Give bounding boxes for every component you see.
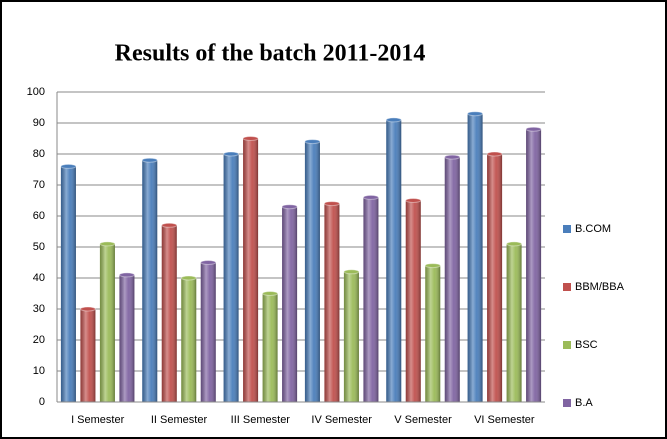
- bar-cap: [405, 198, 422, 203]
- bar-shine: [467, 113, 483, 402]
- y-tick-label: 20: [33, 334, 45, 346]
- bar-shine: [181, 278, 197, 402]
- bar-cap: [525, 126, 542, 132]
- bar-shine: [142, 160, 158, 402]
- y-tick-label: 70: [33, 179, 45, 191]
- bar-shine: [223, 154, 239, 402]
- y-tick-label: 100: [27, 86, 45, 98]
- x-tick-label: IV Semester: [311, 414, 372, 426]
- legend-swatch: [563, 341, 571, 349]
- bar-shine: [282, 206, 298, 402]
- bar-shine: [425, 265, 441, 402]
- bar-cap: [141, 157, 158, 163]
- legend-label: BBM/BBA: [575, 281, 625, 293]
- y-tick-label: 10: [33, 365, 45, 377]
- legend-label: BSC: [575, 339, 598, 351]
- bar-cap: [99, 241, 116, 247]
- bar-shine: [99, 243, 115, 402]
- bar-cap: [242, 136, 259, 141]
- bar-shine: [487, 154, 503, 402]
- bar-shine: [161, 225, 177, 402]
- bar-cap: [323, 201, 340, 207]
- bar-cap: [60, 163, 77, 169]
- legend-swatch: [563, 283, 571, 291]
- bar-shine: [80, 309, 96, 402]
- x-tick-label: VI Semester: [474, 414, 535, 426]
- bar-shine: [363, 197, 379, 402]
- bar-shine: [324, 203, 340, 402]
- bar-cap: [161, 222, 178, 228]
- bar-shine: [262, 293, 278, 402]
- x-tick-label: II Semester: [151, 414, 208, 426]
- bar-shine: [386, 119, 402, 403]
- bar-shine: [343, 271, 359, 402]
- bar-cap: [180, 275, 197, 281]
- bar-cap: [362, 194, 379, 200]
- y-tick-label: 50: [33, 241, 45, 253]
- legend-swatch: [563, 399, 571, 407]
- bar-shine: [405, 200, 421, 402]
- bar-shine: [200, 262, 216, 402]
- bar-cap: [343, 269, 360, 275]
- bar-shine: [304, 141, 320, 402]
- bar-shine: [243, 138, 259, 402]
- bar-shine: [526, 129, 542, 402]
- bar-cap: [281, 204, 298, 210]
- bar-cap: [262, 291, 279, 296]
- bar-cap: [486, 151, 503, 157]
- x-tick-label: V Semester: [394, 414, 452, 426]
- legend-swatch: [563, 225, 571, 233]
- y-tick-label: 60: [33, 210, 45, 222]
- chart-title: Results of the batch 2011-2014: [115, 41, 426, 67]
- bar-shine: [506, 243, 522, 402]
- bar-cap: [424, 263, 441, 269]
- legend-label: B.A: [575, 397, 593, 409]
- y-tick-label: 40: [33, 272, 45, 284]
- bar-cap: [223, 151, 240, 157]
- x-tick-label: III Semester: [231, 414, 291, 426]
- bar-cap: [467, 111, 484, 117]
- bar-cap: [118, 272, 135, 278]
- bar-cap: [385, 117, 402, 123]
- bar-cap: [200, 260, 217, 265]
- bar-cap: [79, 306, 96, 312]
- bar-shine: [119, 274, 135, 402]
- bar-cap: [304, 139, 321, 145]
- bar-cap: [444, 154, 461, 160]
- y-tick-label: 0: [39, 396, 45, 408]
- y-tick-label: 30: [33, 303, 45, 315]
- y-tick-label: 80: [33, 148, 45, 160]
- bar-cap: [506, 241, 523, 247]
- x-tick-label: I Semester: [71, 414, 125, 426]
- bar-shine: [444, 157, 460, 402]
- bar-shine: [60, 166, 76, 402]
- legend-label: B.COM: [575, 223, 611, 235]
- y-tick-label: 90: [33, 117, 45, 129]
